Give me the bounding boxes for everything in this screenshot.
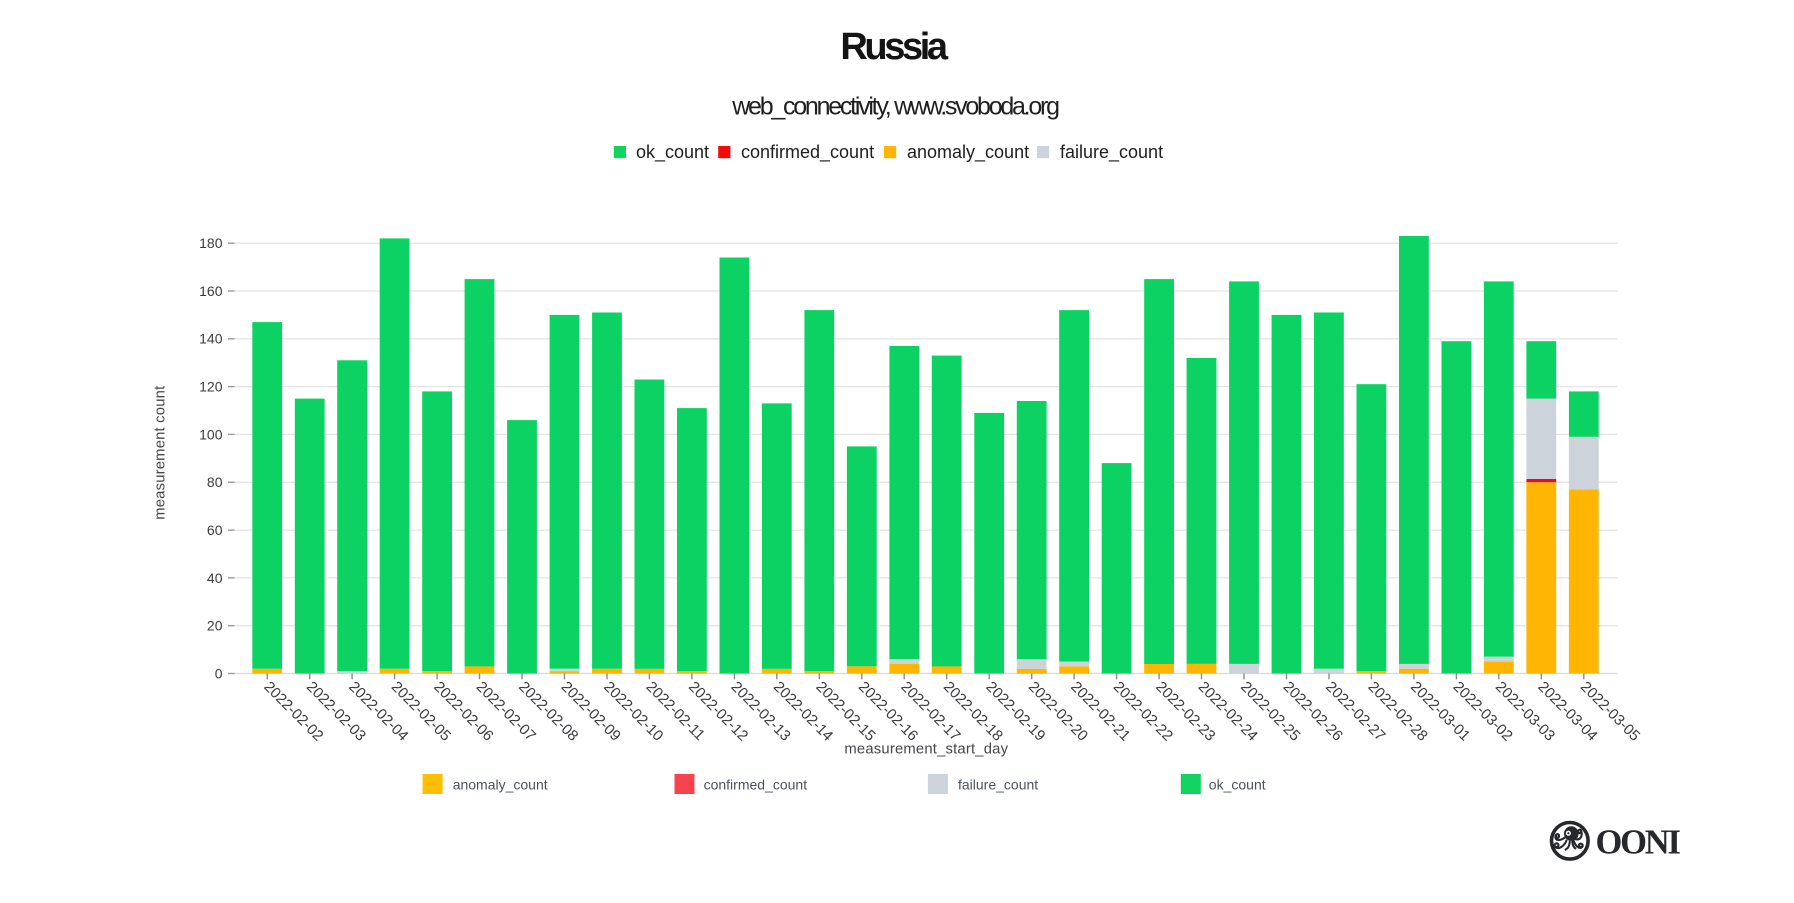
svg-text:confirmed_count: confirmed_count — [741, 142, 874, 163]
svg-text:confirmed_count: confirmed_count — [704, 776, 808, 792]
svg-text:OONI: OONI — [1596, 824, 1681, 862]
svg-text:0: 0 — [215, 665, 223, 681]
svg-text:Russia: Russia — [840, 26, 948, 68]
svg-text:anomaly_count: anomaly_count — [453, 776, 548, 792]
svg-text:140: 140 — [199, 331, 223, 347]
svg-text:web_connectivity, www.svoboda.: web_connectivity, www.svoboda.org — [731, 93, 1059, 121]
svg-text:failure_count: failure_count — [958, 776, 1038, 792]
svg-text:80: 80 — [207, 474, 223, 490]
svg-text:anomaly_count: anomaly_count — [907, 142, 1029, 163]
svg-text:180: 180 — [199, 235, 223, 251]
svg-text:20: 20 — [207, 618, 223, 634]
svg-text:60: 60 — [207, 522, 223, 538]
svg-text:ok_count: ok_count — [1209, 776, 1266, 792]
svg-text:160: 160 — [199, 283, 223, 299]
svg-text:measurement_start_day: measurement_start_day — [844, 742, 1008, 758]
svg-text:failure_count: failure_count — [1060, 142, 1163, 163]
svg-text:100: 100 — [199, 426, 223, 442]
svg-text:40: 40 — [207, 570, 223, 586]
svg-text:120: 120 — [199, 379, 223, 395]
svg-text:ok_count: ok_count — [636, 142, 709, 163]
svg-text:measurement count: measurement count — [153, 386, 169, 520]
